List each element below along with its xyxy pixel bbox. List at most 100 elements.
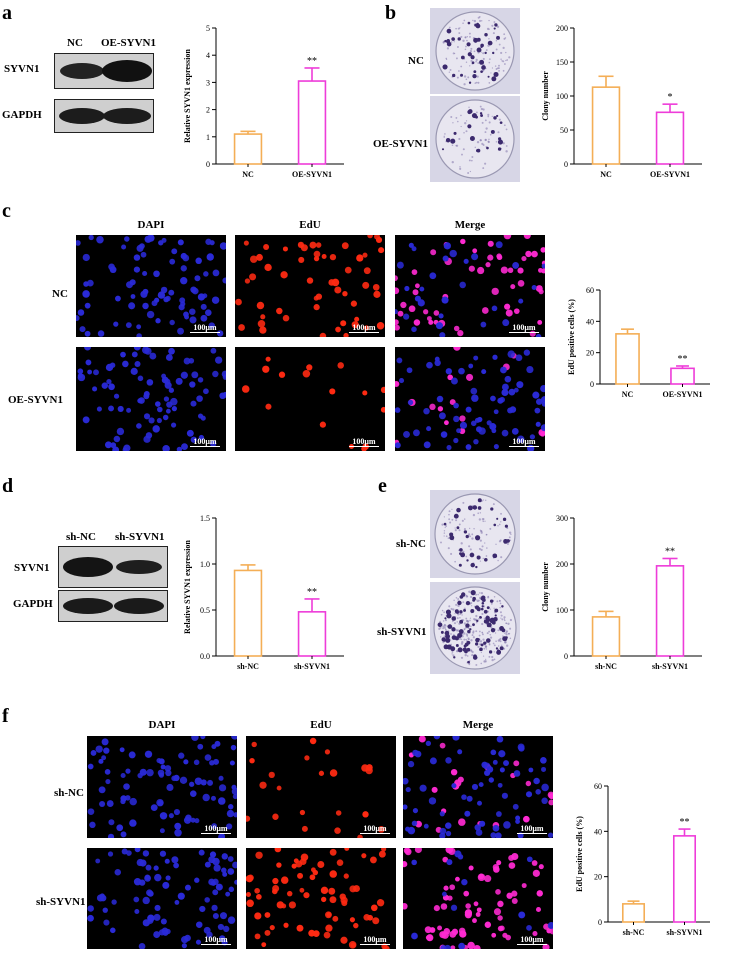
panel-label-d: d: [2, 475, 14, 497]
micrograph-merge-sh-nc: 100μm: [403, 736, 553, 838]
western-blot-gapdh: [58, 590, 168, 622]
y-tick-label: 300: [556, 514, 568, 523]
blot-row-gapdh: GAPDH: [13, 598, 53, 610]
western-blot-gapdh: [54, 99, 154, 133]
scale-bar: 100μm: [201, 824, 231, 834]
scale-bar: 100μm: [509, 323, 539, 333]
bar: [233, 569, 263, 657]
y-tick-label: 150: [556, 58, 568, 67]
x-tick-label: NC: [622, 390, 634, 399]
x-tick-label: OE-SYVN1: [650, 170, 690, 179]
blot-lane-sh-nc: sh-NC: [66, 531, 96, 543]
blot-lane-nc: NC: [67, 37, 83, 49]
significance-label: **: [307, 56, 317, 67]
micrograph-dapi-sh-nc: 100μm: [87, 736, 237, 838]
colony-dish-nc: [430, 8, 520, 94]
significance-label: **: [665, 546, 675, 557]
column-merge: Merge: [454, 219, 486, 231]
y-axis-label: EdU positive cells (%): [567, 299, 576, 375]
chart-b: 0 50 100 150 200 Clony number NC OE-SYVN1 *: [534, 20, 712, 190]
significance-label: *: [668, 92, 673, 103]
y-tick-label: 0: [590, 380, 594, 389]
y-axis-label: EdU positive cells (%): [575, 816, 584, 892]
column-dapi: DAPI: [148, 719, 176, 731]
chart-c: 0 20 40 60 EdU positive cells (%) NC OE-SYVN1 *…: [560, 282, 720, 410]
y-tick-label: 60: [586, 286, 594, 295]
micrograph-edu-nc: 100μm: [235, 235, 385, 337]
dish-label-sh-syvn1: sh-SYVN1: [377, 626, 427, 638]
bar: [233, 133, 263, 165]
y-tick-label: 20: [594, 873, 602, 882]
column-merge: Merge: [462, 719, 494, 731]
colony-dish-sh-syvn1: [430, 582, 520, 674]
dish-label-oe-syvn1: OE-SYVN1: [373, 138, 429, 150]
micrograph-merge-oe-syvn1: 100μm: [395, 347, 545, 451]
y-tick-label: 200: [556, 24, 568, 33]
significance-label: **: [680, 817, 690, 828]
bar: [297, 611, 327, 657]
scale-bar: 100μm: [349, 323, 379, 333]
row-label-sh-syvn1: sh-SYVN1: [36, 896, 86, 908]
y-tick-label: 100: [556, 606, 568, 615]
x-tick-label: sh-SYVN1: [666, 928, 702, 937]
y-tick-label: 2: [206, 106, 210, 115]
dish-label-nc: NC: [408, 55, 424, 67]
blot-row-gapdh: GAPDH: [2, 109, 42, 121]
chart-d: 0.0 0.5 1.0 1.5 Relative SYVN1 expression sh-…: [176, 510, 354, 682]
x-tick-label: NC: [242, 170, 254, 179]
x-tick-label: sh-SYVN1: [294, 662, 330, 671]
micrograph-dapi-oe-syvn1: 100μm: [76, 347, 226, 451]
y-tick-label: 0: [598, 918, 602, 927]
y-axis-label: Relative SYVN1 expression: [183, 49, 192, 143]
y-tick-label: 40: [586, 317, 594, 326]
blot-row-syvn1: SYVN1: [4, 63, 40, 75]
x-tick-label: NC: [600, 170, 612, 179]
micrograph-merge-sh-syvn1: 100μm: [403, 848, 553, 949]
scale-bar: 100μm: [360, 935, 390, 945]
y-tick-label: 1: [206, 133, 210, 142]
y-tick-label: 0.0: [200, 652, 210, 661]
row-label-oe-syvn1: OE-SYVN1: [8, 394, 64, 406]
y-tick-label: 60: [594, 782, 602, 791]
y-tick-label: 0: [564, 652, 568, 661]
y-tick-label: 0: [206, 160, 210, 169]
y-tick-label: 50: [560, 126, 568, 135]
scale-bar: 100μm: [349, 437, 379, 447]
scale-bar: 100μm: [190, 437, 220, 447]
bar: [670, 367, 695, 385]
x-tick-label: sh-SYVN1: [652, 662, 688, 671]
western-blot-syvn1: [54, 53, 154, 89]
column-edu: EdU: [310, 719, 332, 731]
blot-lane-sh-syvn1: sh-SYVN1: [115, 531, 165, 543]
row-label-nc: NC: [52, 288, 68, 300]
dish-label-sh-nc: sh-NC: [396, 538, 426, 550]
significance-label: **: [307, 587, 317, 598]
bar: [591, 86, 621, 165]
y-tick-label: 100: [556, 92, 568, 101]
y-tick-label: 1.0: [200, 560, 210, 569]
bar: [655, 565, 685, 657]
y-tick-label: 0: [564, 160, 568, 169]
bar: [672, 835, 697, 923]
x-tick-label: sh-NC: [623, 928, 645, 937]
micrograph-dapi-sh-syvn1: 100μm: [87, 848, 237, 949]
x-tick-label: OE-SYVN1: [662, 390, 702, 399]
y-tick-label: 5: [206, 24, 210, 33]
y-axis-label: Clony number: [541, 562, 550, 612]
chart-a: 0 1 2 3 4 5 Relative SYVN1 expression NC OE-SYVN…: [176, 20, 354, 190]
bar: [615, 333, 640, 385]
bar: [297, 80, 327, 165]
y-tick-label: 40: [594, 827, 602, 836]
significance-label: **: [678, 354, 688, 365]
chart-f: 0 20 40 60 EdU positive cells (%) sh-NC sh-SYV…: [568, 778, 720, 948]
row-label-sh-nc: sh-NC: [54, 787, 84, 799]
y-axis-label: Clony number: [541, 71, 550, 121]
x-tick-label: OE-SYVN1: [292, 170, 332, 179]
scale-bar: 100μm: [190, 323, 220, 333]
micrograph-edu-oe-syvn1: 100μm: [235, 347, 385, 451]
bar: [591, 616, 621, 657]
micrograph-edu-sh-syvn1: 100μm: [246, 848, 396, 949]
micrograph-dapi-nc: 100μm: [76, 235, 226, 337]
panel-label-b: b: [385, 2, 397, 24]
x-tick-label: sh-NC: [237, 662, 259, 671]
